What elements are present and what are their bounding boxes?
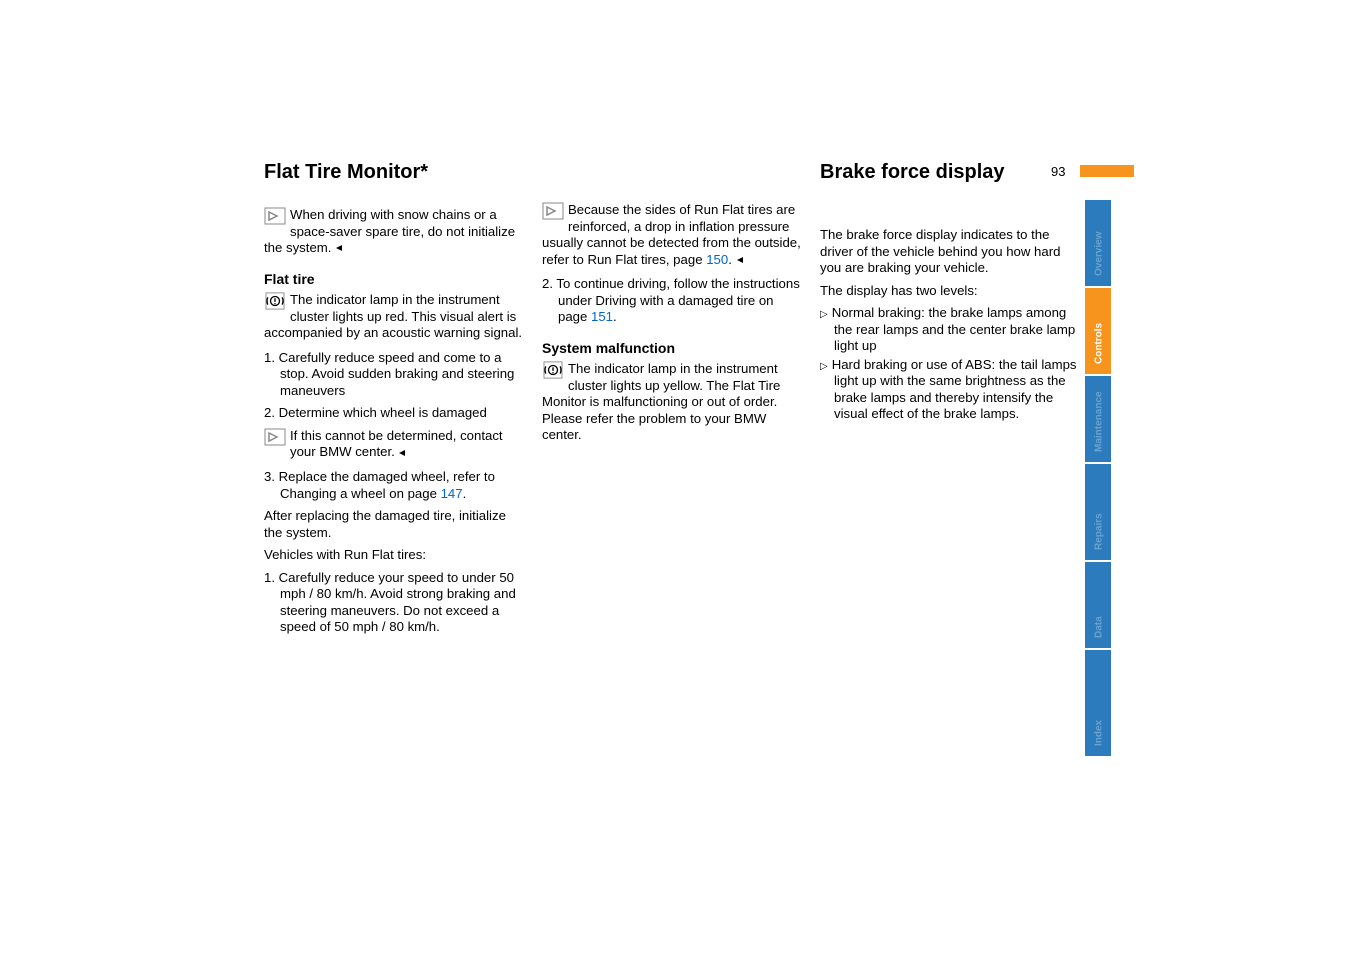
warning-icon (542, 361, 564, 379)
note-contact-center: If this cannot be determined, contact yo… (264, 428, 526, 461)
tab-index[interactable]: Index (1085, 650, 1111, 756)
list-text-post: . (463, 486, 467, 501)
list-item: 2. To continue driving, follow the instr… (542, 276, 804, 326)
manual-page: 93 Flat Tire Monitor* When driving with … (0, 0, 1351, 954)
page-marker-bar (1080, 165, 1134, 177)
list-item: Hard braking or use of ABS: the tail lam… (820, 357, 1078, 423)
note-text: When driving with snow chains or a space… (264, 207, 515, 255)
end-mark-icon (335, 240, 343, 257)
note-icon (264, 207, 286, 225)
paragraph-brake-1: The brake force display indicates to the… (820, 227, 1078, 277)
subhead-flat-tire: Flat tire (264, 271, 526, 289)
column-3: Brake force display The brake force disp… (820, 160, 1078, 642)
subhead-system-malfunction: System malfunction (542, 340, 804, 358)
list-item: 2. Determine which wheel is damaged (264, 405, 526, 422)
list-text-post: . (613, 309, 617, 324)
list-text: 2. To continue driving, follow the instr… (542, 276, 800, 324)
page-number: 93 (1051, 164, 1065, 179)
tab-maintenance[interactable]: Maintenance (1085, 376, 1111, 462)
column-1: Flat Tire Monitor* When driving with sno… (264, 160, 526, 642)
procedure-list-2: 1. Carefully reduce your speed to under … (264, 570, 526, 636)
list-item: 1. Carefully reduce your speed to under … (264, 570, 526, 636)
warning-yellow-lamp: The indicator lamp in the instrument clu… (542, 361, 804, 444)
note-text: If this cannot be determined, contact yo… (290, 428, 503, 460)
warning-red-lamp: The indicator lamp in the instrument clu… (264, 292, 526, 342)
tab-repairs[interactable]: Repairs (1085, 464, 1111, 560)
heading-flat-tire-monitor: Flat Tire Monitor* (264, 160, 526, 185)
tab-overview[interactable]: Overview (1085, 200, 1111, 286)
tab-controls[interactable]: Controls (1085, 288, 1111, 374)
end-mark-icon (736, 252, 744, 269)
tab-data[interactable]: Data (1085, 562, 1111, 648)
page-link-147[interactable]: 147 (441, 486, 463, 501)
note-runflat-sides: Because the sides of Run Flat tires are … (542, 202, 804, 268)
procedure-list-2b: 2. To continue driving, follow the instr… (542, 276, 804, 326)
note-text-post: . (728, 252, 732, 267)
list-item: 1. Carefully reduce speed and come to a … (264, 350, 526, 400)
page-link-151[interactable]: 151 (591, 309, 613, 324)
warning-icon (264, 292, 286, 310)
procedure-list-1: 1. Carefully reduce speed and come to a … (264, 350, 526, 422)
page-link-150[interactable]: 150 (706, 252, 728, 267)
warning-text: The indicator lamp in the instrument clu… (264, 292, 522, 340)
content-columns: Flat Tire Monitor* When driving with sno… (264, 160, 1351, 642)
brake-bullet-list: Normal braking: the brake lamps among th… (820, 305, 1078, 423)
heading-brake-force: Brake force display (820, 160, 1078, 185)
column-2: Because the sides of Run Flat tires are … (542, 160, 804, 642)
note-icon (264, 428, 286, 446)
note-snow-chains: When driving with snow chains or a space… (264, 207, 526, 257)
procedure-list-1b: 3. Replace the damaged wheel, refer to C… (264, 469, 526, 502)
list-item: Normal braking: the brake lamps among th… (820, 305, 1078, 355)
list-item: 3. Replace the damaged wheel, refer to C… (264, 469, 526, 502)
warning-text: The indicator lamp in the instrument clu… (542, 361, 780, 442)
paragraph-after-replace: After replacing the damaged tire, initia… (264, 508, 526, 541)
note-icon (542, 202, 564, 220)
paragraph-brake-2: The display has two levels: (820, 283, 1078, 300)
note-text: Because the sides of Run Flat tires are … (542, 202, 801, 267)
end-mark-icon (398, 445, 406, 462)
paragraph-runflat-heading: Vehicles with Run Flat tires: (264, 547, 526, 564)
section-tabs: Overview Controls Maintenance Repairs Da… (1085, 200, 1111, 758)
